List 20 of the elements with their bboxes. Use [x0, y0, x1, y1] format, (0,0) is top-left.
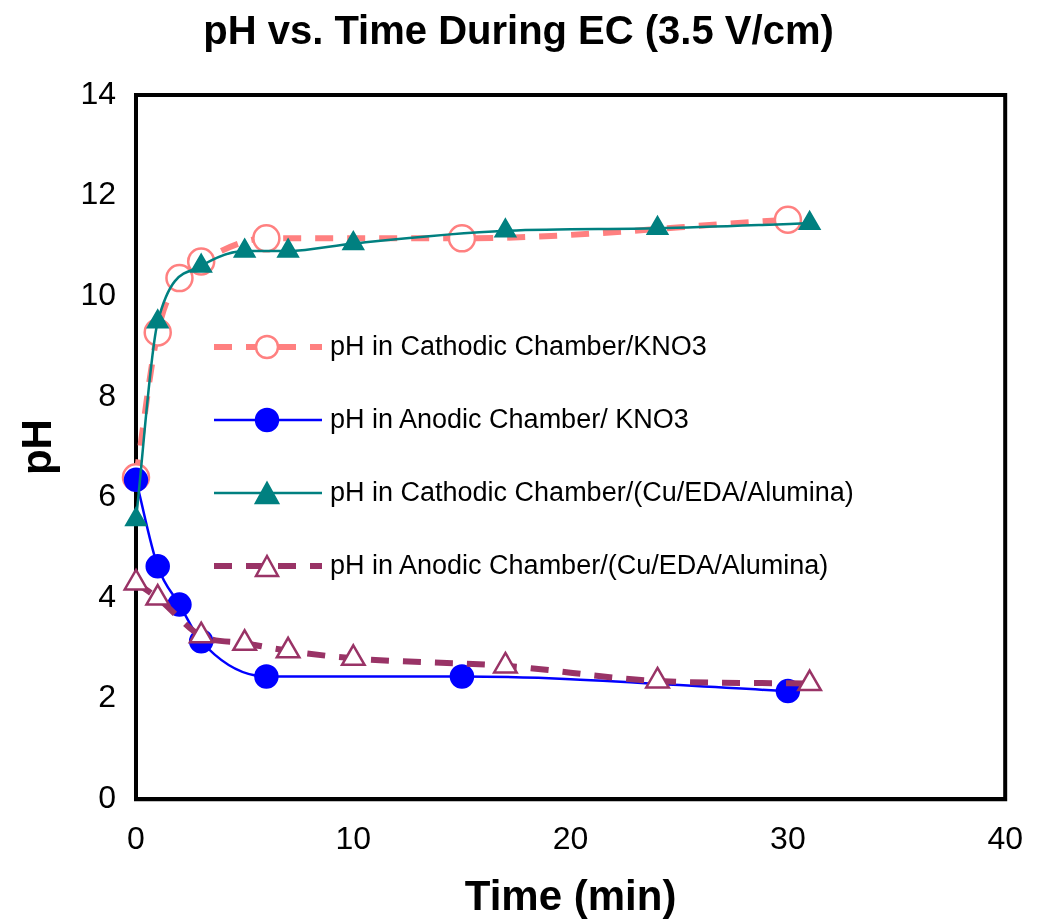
x-tick-label: 40 [987, 820, 1023, 857]
x-tick-label: 20 [552, 820, 589, 857]
x-tick-label: 10 [335, 820, 372, 857]
y-tick-label: 8 [98, 376, 116, 413]
y-tick-label: 6 [98, 477, 116, 514]
x-tick-label: 30 [770, 820, 806, 857]
y-tick-label: 2 [98, 678, 116, 715]
legend-label: pH in Anodic Chamber/ KNO3 [330, 404, 689, 435]
y-tick-label: 4 [98, 577, 116, 614]
y-tick-label: 10 [80, 276, 116, 313]
y-tick-label: 0 [98, 779, 116, 816]
legend-label: pH in Cathodic Chamber/KNO3 [330, 331, 707, 362]
chart-title: pH vs. Time During EC (3.5 V/cm) [202, 8, 835, 53]
y-axis-title: pH [12, 419, 60, 476]
x-axis-title: Time (min) [464, 872, 677, 920]
y-tick-label: 14 [80, 74, 116, 111]
x-tick-label: 0 [127, 820, 145, 857]
y-tick-label: 12 [80, 175, 116, 212]
legend-label: pH in Cathodic Chamber/(Cu/EDA/Alumina) [330, 477, 854, 508]
legend-label: pH in Anodic Chamber/(Cu/EDA/Alumina) [330, 550, 829, 581]
